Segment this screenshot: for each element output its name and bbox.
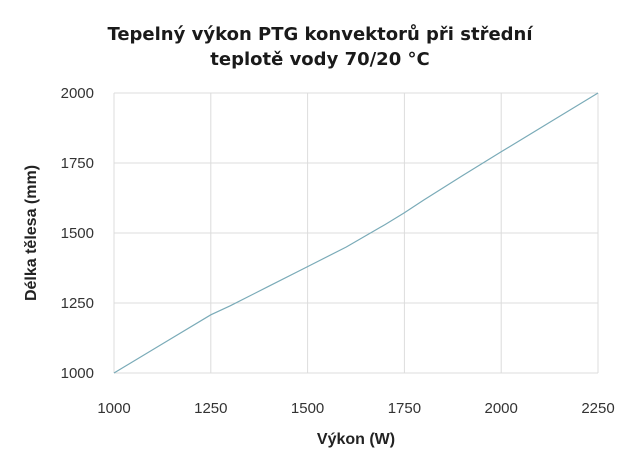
y-tick-label: 1250 <box>61 295 94 312</box>
x-tick-label: 1000 <box>97 400 130 417</box>
x-tick-label: 1250 <box>194 400 227 417</box>
y-axis-label: Délka tělesa (mm) <box>23 165 40 301</box>
chart-title-line-1: Tepelný výkon PTG konvektorů při střední <box>107 24 533 45</box>
x-axis-label: Výkon (W) <box>317 431 395 448</box>
y-tick-label: 1750 <box>61 155 94 172</box>
x-tick-label: 1500 <box>291 400 324 417</box>
grid-lines <box>113 92 599 374</box>
tick-labels: 1000 1250 1500 1750 2000 2250 1000 1250 1500 1750… <box>61 85 615 417</box>
series-line-0 <box>113 92 599 374</box>
y-tick-label: 1500 <box>61 225 94 242</box>
series-group <box>113 92 599 374</box>
y-tick-label: 2000 <box>61 85 94 102</box>
x-tick-label: 2000 <box>485 400 518 417</box>
y-tick-label: 1000 <box>61 365 94 382</box>
chart-title-line-2: teplotě vody 70/20 °C <box>210 49 430 70</box>
x-tick-label: 1750 <box>388 400 421 417</box>
chart-title: Tepelný výkon PTG konvektorů při střední… <box>0 22 640 72</box>
x-tick-label: 2250 <box>581 400 614 417</box>
